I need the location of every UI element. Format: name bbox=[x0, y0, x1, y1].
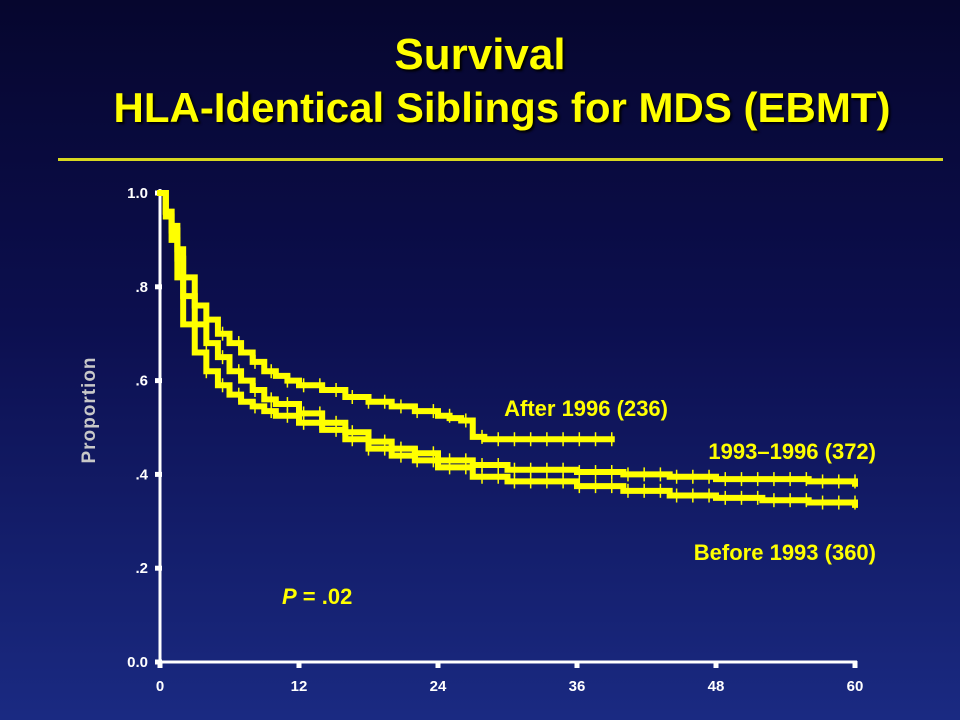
p-value-label: P = .02 bbox=[282, 584, 352, 609]
x-tick-mark bbox=[574, 661, 580, 668]
y-tick-label: .6 bbox=[135, 373, 148, 390]
x-tick-mark bbox=[713, 661, 719, 668]
x-tick-label: 12 bbox=[291, 678, 308, 695]
y-tick-label: 1.0 bbox=[127, 185, 148, 202]
curve-1993-1996 bbox=[157, 190, 858, 487]
series-label-after-1996: After 1996 (236) bbox=[504, 396, 668, 421]
x-tick-mark bbox=[435, 661, 441, 668]
x-tick-label: 48 bbox=[708, 678, 725, 695]
x-tick-label: 36 bbox=[569, 678, 586, 695]
y-tick-mark bbox=[155, 471, 162, 477]
curve-before-1993 bbox=[157, 190, 858, 508]
x-tick-label: 60 bbox=[847, 678, 864, 695]
x-tick-mark bbox=[296, 661, 302, 668]
series-label-before-1993: Before 1993 (360) bbox=[694, 540, 876, 565]
y-tick-mark bbox=[155, 284, 162, 290]
y-tick-label: 0.0 bbox=[127, 654, 148, 671]
chart-subtitle: HLA-Identical Siblings for MDS (EBMT) bbox=[113, 84, 891, 131]
chart-title: Survival bbox=[394, 30, 566, 79]
y-tick-mark bbox=[155, 378, 162, 384]
y-tick-mark bbox=[155, 659, 162, 665]
series-label-1993-1996: 1993–1996 (372) bbox=[708, 439, 876, 464]
y-tick-mark bbox=[155, 565, 162, 571]
title-divider bbox=[58, 158, 943, 161]
y-tick-label: .2 bbox=[135, 560, 148, 577]
x-tick-label: 0 bbox=[156, 678, 164, 695]
x-tick-label: 24 bbox=[430, 678, 447, 695]
x-tick-mark bbox=[852, 661, 858, 668]
y-tick-label: .4 bbox=[135, 466, 148, 483]
y-tick-label: .8 bbox=[135, 279, 148, 296]
